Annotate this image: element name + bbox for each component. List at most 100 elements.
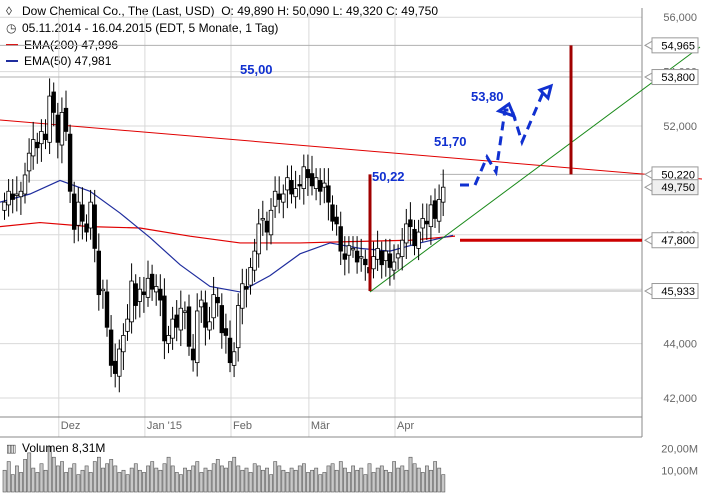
candle-body [30,139,36,157]
candle-body [399,239,405,257]
x-tick-label: Jan '15 [147,420,182,432]
candle-body [166,335,171,345]
projection-arrow [460,87,547,187]
candle-body [383,250,388,262]
candle-body [14,193,19,196]
volume-bar [404,469,409,493]
volume-bar [379,465,384,493]
volume-bar [187,469,192,493]
volume-bar [429,469,433,493]
candle-body [26,152,32,172]
candle-body [227,337,233,364]
candle-body [371,256,376,270]
ema50-swatch [6,59,18,62]
volume-bar [105,463,110,493]
candle-body [252,250,257,271]
candle-body [88,201,93,229]
volume-bar [338,461,343,493]
candle-body [363,258,368,266]
candle-body [104,291,110,328]
candle-body [129,280,134,323]
target-annotation: 55,00 [240,62,273,77]
candle-body [350,247,356,251]
candle-body [391,261,397,271]
candle-body [190,348,196,361]
target-annotation: 50,22 [372,169,405,184]
price-marker-pointer [643,169,653,180]
volume-bar [109,459,114,493]
volume-bar [248,472,253,493]
ema200-line [0,221,456,244]
clock-icon: ◷ [6,21,17,35]
volume-bar [6,461,11,493]
volume-bar [2,469,7,493]
volume-bar [97,456,101,493]
volume-bar [129,467,134,493]
x-tick-label: Dez [61,420,81,432]
price-marker-label: 54,965 [661,40,695,52]
volume-bar [215,459,220,493]
candle-body [305,169,311,179]
candle-body [223,328,229,336]
candle-body [436,199,442,222]
volume-bar [203,467,208,493]
volume-bar [256,465,261,493]
candle-body [199,299,204,308]
candle-body [322,182,327,188]
volume-bar [441,474,446,493]
candle-body [256,223,261,255]
price-marker-label: 53,800 [661,72,695,84]
volume-bar [269,474,274,493]
projection-arrowhead [495,101,517,119]
candle-body [125,318,130,332]
candle-body [96,250,101,296]
price-tick-label: 42,000 [663,393,697,405]
candle-body [207,321,212,331]
volume-bar [314,467,319,493]
candle-body [424,220,429,225]
volume-bar [375,467,380,493]
candle-body [121,335,126,353]
candle-body [235,305,241,349]
volume-bar [416,467,421,493]
candle-body [219,305,224,334]
candle-body [334,216,339,225]
volume-bar [420,472,425,493]
volume-bar [383,469,388,493]
candle-body [428,204,434,228]
candle-body [260,218,265,221]
candle-body [244,286,249,290]
volume-bar [396,467,401,493]
support-trendline [369,46,701,293]
volume-icon: ▥ [6,442,16,455]
price-marker-label: 49,750 [661,182,695,194]
candle-body [51,91,56,113]
candle-body [215,296,220,304]
candle-body [141,291,147,296]
volume-bar [170,465,175,493]
candle-body [330,204,335,222]
volume-bar [433,461,438,493]
candle-body [149,273,155,290]
ema50-label: EMA(50) 47,981 [24,54,112,68]
date-range: 05.11.2014 - 16.04.2015 (EDT, 5 Monate, … [22,21,279,35]
volume-bar [19,472,23,493]
volume-bar [133,463,138,493]
volume-bar [412,463,417,493]
volume-bar [76,474,81,493]
candle-body [289,179,294,195]
volume-bar [88,472,93,493]
volume-bar [72,463,77,493]
target-annotation: 51,70 [434,134,467,149]
volume-bar [240,469,245,493]
candle-body [47,95,52,143]
volume-bar [55,465,60,493]
volume-bar [121,469,126,493]
candle-body [317,179,323,192]
volume-bar [183,467,187,493]
volume-bar [15,465,19,493]
volume-bar [277,465,282,493]
volume-bar [351,465,356,493]
volume-bar [281,469,286,493]
